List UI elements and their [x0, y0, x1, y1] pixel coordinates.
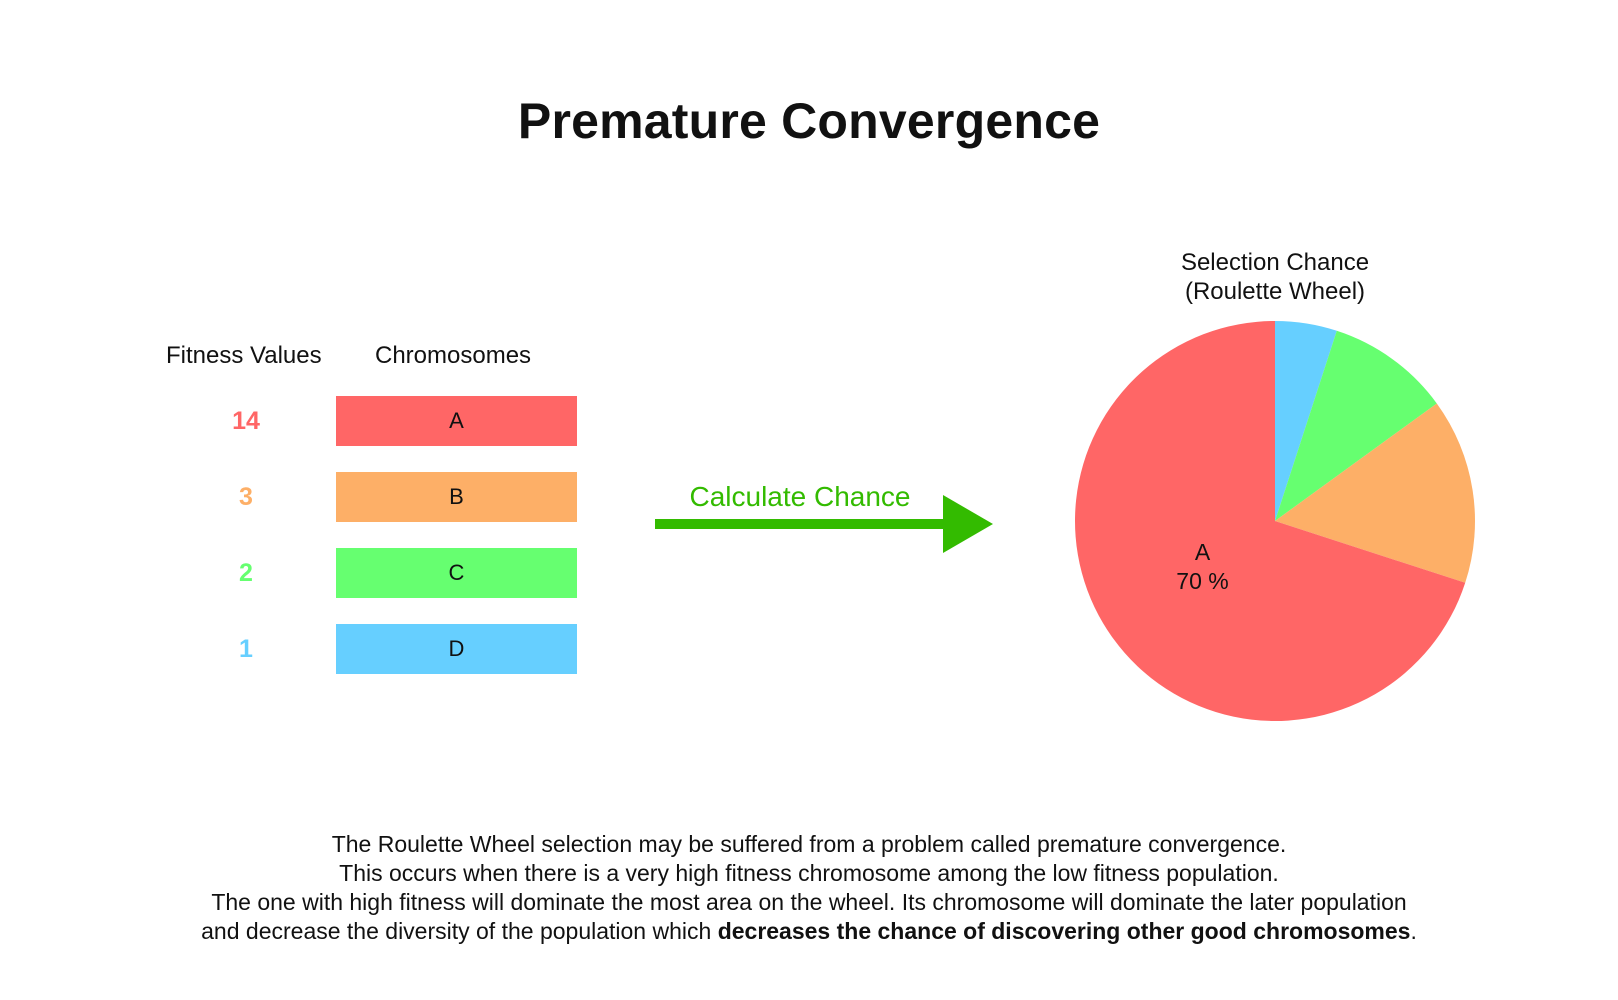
pie-slice-c — [1275, 330, 1437, 521]
slice-a-label: A 70 % — [1130, 538, 1275, 596]
caption-line-4-end: . — [1410, 918, 1417, 944]
fitness-value: 3 — [239, 483, 253, 511]
caption-emphasis: decreases the chance of discovering othe… — [717, 918, 1411, 944]
slice-a-percent: 70 % — [1176, 568, 1229, 594]
chromosome-row-c: 2 C — [0, 548, 600, 598]
pie-slice-d — [1275, 321, 1337, 521]
roulette-wheel-pie-chart — [1075, 321, 1475, 721]
pie-title-line1: Selection Chance — [1180, 249, 1370, 276]
calculate-chance-label: Calculate Chance — [689, 481, 911, 512]
fitness-values-header: Fitness Values — [166, 342, 322, 369]
pie-slice-b — [1275, 403, 1475, 583]
chromosome-block: A — [336, 396, 577, 446]
pie-title-line2: (Roulette Wheel) — [1184, 278, 1366, 305]
page-title: Premature Convergence — [517, 93, 1101, 149]
fitness-value: 14 — [232, 407, 260, 435]
chromosome-block: B — [336, 472, 577, 522]
chromosomes-header: Chromosomes — [375, 342, 532, 369]
chromosome-row-a: 14 A — [0, 396, 600, 446]
right-arrow-icon — [655, 495, 993, 553]
caption-line-3: The one with high fitness will dominate … — [211, 889, 1407, 915]
caption-line-1: The Roulette Wheel selection may be suff… — [331, 831, 1287, 857]
pie-chart-title: Selection Chance (Roulette Wheel) — [1075, 248, 1475, 306]
chromosome-row-d: 1 D — [0, 624, 600, 674]
caption-line-2: This occurs when there is a very high fi… — [339, 860, 1279, 886]
fitness-value: 2 — [239, 559, 253, 587]
slice-a-name: A — [1194, 539, 1211, 565]
caption-line-4: and decrease the diversity of the popula… — [0, 917, 1618, 946]
chromosome-block: D — [336, 624, 577, 674]
chromosome-row-b: 3 B — [0, 472, 600, 522]
caption-line-4-start: and decrease the diversity of the popula… — [201, 918, 718, 944]
fitness-value: 1 — [239, 635, 253, 663]
explanation-caption: The Roulette Wheel selection may be suff… — [0, 830, 1618, 946]
pie-slice-a — [1075, 321, 1466, 721]
chromosome-block: C — [336, 548, 577, 598]
